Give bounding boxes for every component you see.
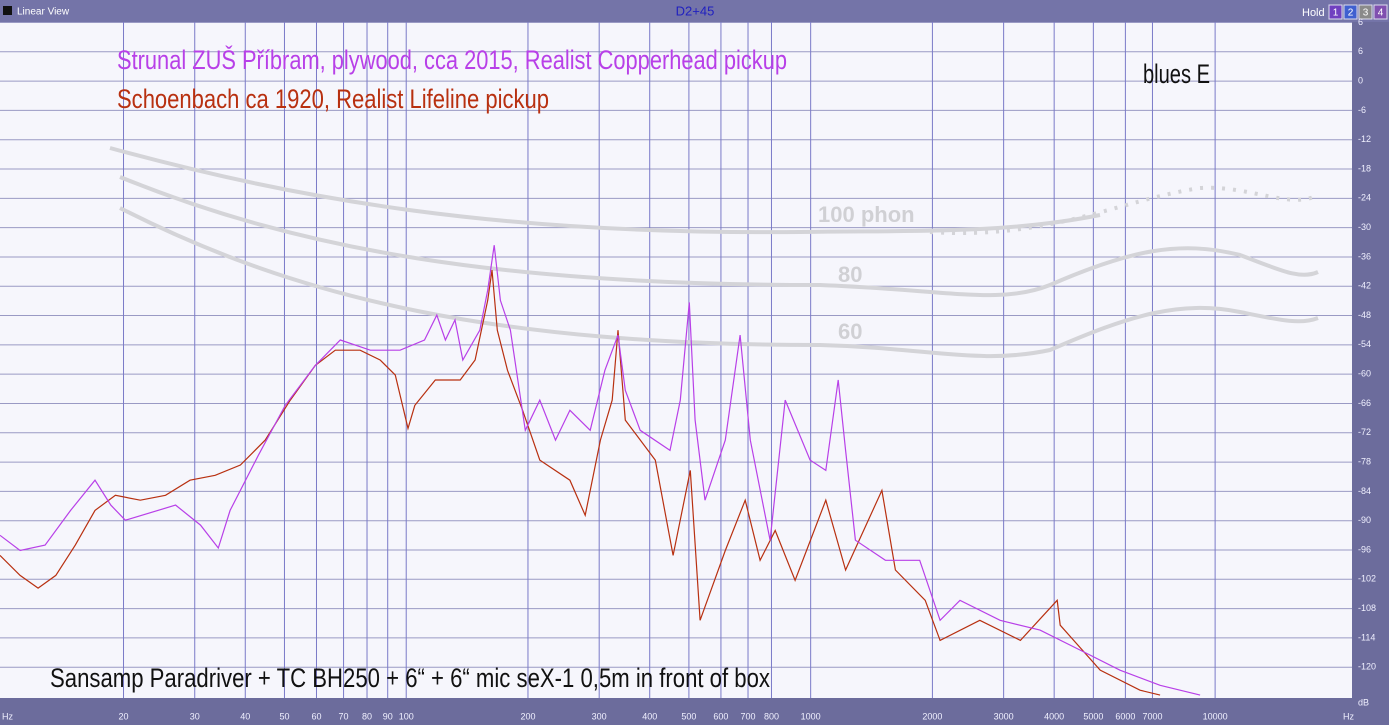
legend-entry: Schoenbach ca 1920, Realist Lifeline pic… — [117, 84, 549, 114]
x-unit: Hz — [2, 711, 13, 721]
y-tick-label: -54 — [1358, 339, 1371, 349]
y-tick-label: -78 — [1358, 456, 1371, 466]
y-tick-label: -18 — [1358, 163, 1371, 173]
x-tick-label: 6000 — [1115, 711, 1135, 721]
channel-button[interactable] — [1328, 4, 1343, 20]
x-tick-label: 4000 — [1044, 711, 1064, 721]
y-tick-label: -108 — [1358, 603, 1376, 613]
y-tick-label: -72 — [1358, 427, 1371, 437]
y-tick-label: -24 — [1358, 193, 1371, 203]
x-tick-label: 20 — [119, 711, 129, 721]
x-tick-label: 5000 — [1083, 711, 1103, 721]
y-tick-label: 0 — [1358, 75, 1363, 85]
plot-area — [0, 22, 1352, 698]
x-tick-label: 70 — [339, 711, 349, 721]
y-tick-label: -102 — [1358, 574, 1376, 584]
x-tick-label: 600 — [713, 711, 728, 721]
x-tick-label: 50 — [279, 711, 289, 721]
y-tick-label: 6 — [1358, 46, 1363, 56]
phon-label: 100 phon — [818, 202, 915, 227]
y-tick-label: -66 — [1358, 398, 1371, 408]
y-tick-label: -84 — [1358, 486, 1371, 496]
x-tick-label: 100 — [399, 711, 414, 721]
phon-curve — [109, 146, 1101, 235]
y-tick-label: -6 — [1358, 105, 1366, 115]
x-tick-label: 40 — [240, 711, 250, 721]
series-line — [0, 270, 1161, 696]
x-tick-label: 300 — [592, 711, 607, 721]
channel-button-label: 1 — [1333, 8, 1339, 19]
x-tick-label: 10000 — [1203, 711, 1228, 721]
y-unit: dB — [1358, 697, 1369, 707]
title-bar — [0, 0, 1389, 22]
x-tick-label: 7000 — [1142, 711, 1162, 721]
marker-label: D2+45 — [676, 3, 715, 18]
y-tick-label: -12 — [1358, 134, 1371, 144]
x-tick-label: 80 — [362, 711, 372, 721]
grid — [0, 21, 1352, 698]
y-tick-label: -36 — [1358, 251, 1371, 261]
channel-button-label: 3 — [1363, 8, 1369, 19]
x-unit: Hz — [1343, 711, 1354, 721]
y-tick-label: -114 — [1358, 632, 1375, 642]
window-title: Linear View — [17, 7, 70, 18]
series-line — [0, 245, 1201, 696]
x-tick-label: 1000 — [801, 711, 821, 721]
x-tick-label: 800 — [764, 711, 779, 721]
phon-curve — [119, 206, 1319, 359]
window-icon[interactable] — [3, 6, 12, 15]
channel-button[interactable] — [1358, 4, 1373, 20]
y-tick-label: -30 — [1358, 222, 1371, 232]
phon-curves — [109, 146, 1319, 359]
channel-button-label: 4 — [1378, 8, 1384, 19]
x-tick-label: 500 — [681, 711, 696, 721]
x-tick-label: 2000 — [922, 711, 942, 721]
y-tick-label: -48 — [1358, 310, 1371, 320]
x-tick-label: 400 — [642, 711, 657, 721]
hold-label: Hold — [1302, 7, 1325, 19]
phon-curve — [929, 185, 1319, 235]
x-tick-label: 3000 — [994, 711, 1014, 721]
caption: Sansamp Paradriver + TC BH250 + 6“ + 6“ … — [50, 663, 770, 693]
y-tick-label: -96 — [1358, 544, 1371, 554]
phon-curve — [119, 175, 1319, 298]
y-tick-label: -90 — [1358, 515, 1371, 525]
phon-label: 80 — [838, 262, 862, 287]
x-tick-label: 90 — [383, 711, 393, 721]
x-tick-label: 60 — [311, 711, 321, 721]
series-group — [0, 245, 1201, 696]
x-tick-label: 30 — [190, 711, 200, 721]
legend-entry: Strunal ZUŠ Příbram, plywood, cca 2015, … — [117, 44, 787, 75]
x-tick-label: 700 — [740, 711, 755, 721]
channel-button[interactable] — [1373, 4, 1388, 20]
annotation: blues E — [1143, 59, 1210, 89]
y-tick-label: -120 — [1358, 662, 1376, 672]
channel-button[interactable] — [1343, 4, 1358, 20]
y-tick-label: -60 — [1358, 369, 1371, 379]
x-tick-label: 200 — [520, 711, 535, 721]
channel-button-label: 2 — [1348, 8, 1354, 19]
phon-label: 60 — [838, 319, 862, 344]
y-tick-label: -42 — [1358, 281, 1371, 291]
y-tick-label: 6 — [1358, 17, 1363, 27]
